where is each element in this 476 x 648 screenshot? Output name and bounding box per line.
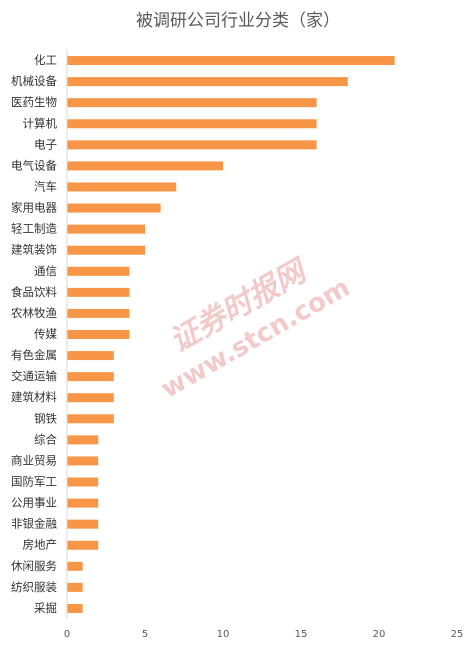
- bar: [67, 456, 99, 466]
- bar: [67, 77, 348, 87]
- y-tick-label: 农林牧渔: [11, 306, 57, 320]
- y-tick-label: 计算机: [23, 116, 58, 130]
- bar: [67, 393, 114, 403]
- bar: [67, 161, 223, 171]
- bar: [67, 266, 130, 276]
- x-tick-label: 15: [295, 629, 308, 640]
- bar: [67, 140, 317, 150]
- bar: [67, 414, 114, 424]
- bar: [67, 308, 130, 318]
- y-tick-label: 采掘: [34, 601, 57, 615]
- y-tick-label: 电子: [34, 137, 57, 151]
- bar: [67, 477, 99, 487]
- bar: [67, 372, 114, 382]
- y-tick-label: 国防军工: [11, 475, 57, 489]
- chart-title: 被调研公司行业分类（家）: [136, 11, 340, 31]
- y-tick-label: 机械设备: [11, 74, 57, 88]
- bar: [67, 203, 161, 213]
- bar: [67, 330, 130, 339]
- x-tick-label: 25: [451, 629, 464, 640]
- y-tick-label: 钢铁: [34, 411, 57, 425]
- x-tick-label: 0: [64, 629, 70, 640]
- y-tick-label: 有色金属: [11, 348, 57, 362]
- y-tick-label: 商业贸易: [11, 453, 57, 467]
- y-tick-label: 非银金融: [11, 517, 57, 531]
- bar: [67, 498, 99, 508]
- y-tick-label: 家用电器: [11, 201, 57, 215]
- bar: [67, 540, 99, 550]
- bar: [67, 224, 145, 234]
- bar: [67, 582, 83, 592]
- y-tick-label: 传媒: [34, 327, 57, 341]
- bar: [67, 119, 317, 129]
- y-tick-label: 轻工制造: [11, 222, 57, 236]
- watermark: 证券时报网 www.stcn.com: [156, 252, 355, 404]
- y-tick-label: 公用事业: [11, 496, 57, 510]
- bar: [67, 98, 317, 108]
- y-tick-label: 建筑装饰: [11, 243, 57, 257]
- bar: [67, 245, 145, 255]
- x-tick-label: 5: [142, 629, 148, 640]
- bar: [67, 287, 130, 297]
- x-tick-label: 20: [373, 629, 386, 640]
- y-tick-label: 纺织服装: [11, 580, 57, 594]
- y-tick-label: 综合: [34, 432, 57, 446]
- bar: [67, 56, 395, 66]
- y-tick-label: 电气设备: [11, 158, 57, 172]
- y-tick-label: 建筑材料: [11, 390, 57, 404]
- y-tick-label: 化工: [34, 53, 57, 67]
- x-tick-label: 10: [217, 629, 230, 640]
- bar: [67, 561, 83, 571]
- y-tick-label: 休闲服务: [11, 559, 57, 573]
- y-tick-label: 交通运输: [11, 369, 57, 383]
- y-tick-label: 汽车: [34, 179, 57, 193]
- bar: [67, 435, 99, 445]
- y-tick-label: 通信: [34, 264, 57, 278]
- bar: [67, 603, 83, 613]
- bar: [67, 182, 177, 192]
- y-tick-label: 食品饮料: [11, 285, 57, 299]
- bar: [67, 351, 114, 361]
- bar: [67, 519, 99, 529]
- y-tick-label: 医药生物: [11, 95, 57, 109]
- y-tick-label: 房地产: [23, 538, 58, 552]
